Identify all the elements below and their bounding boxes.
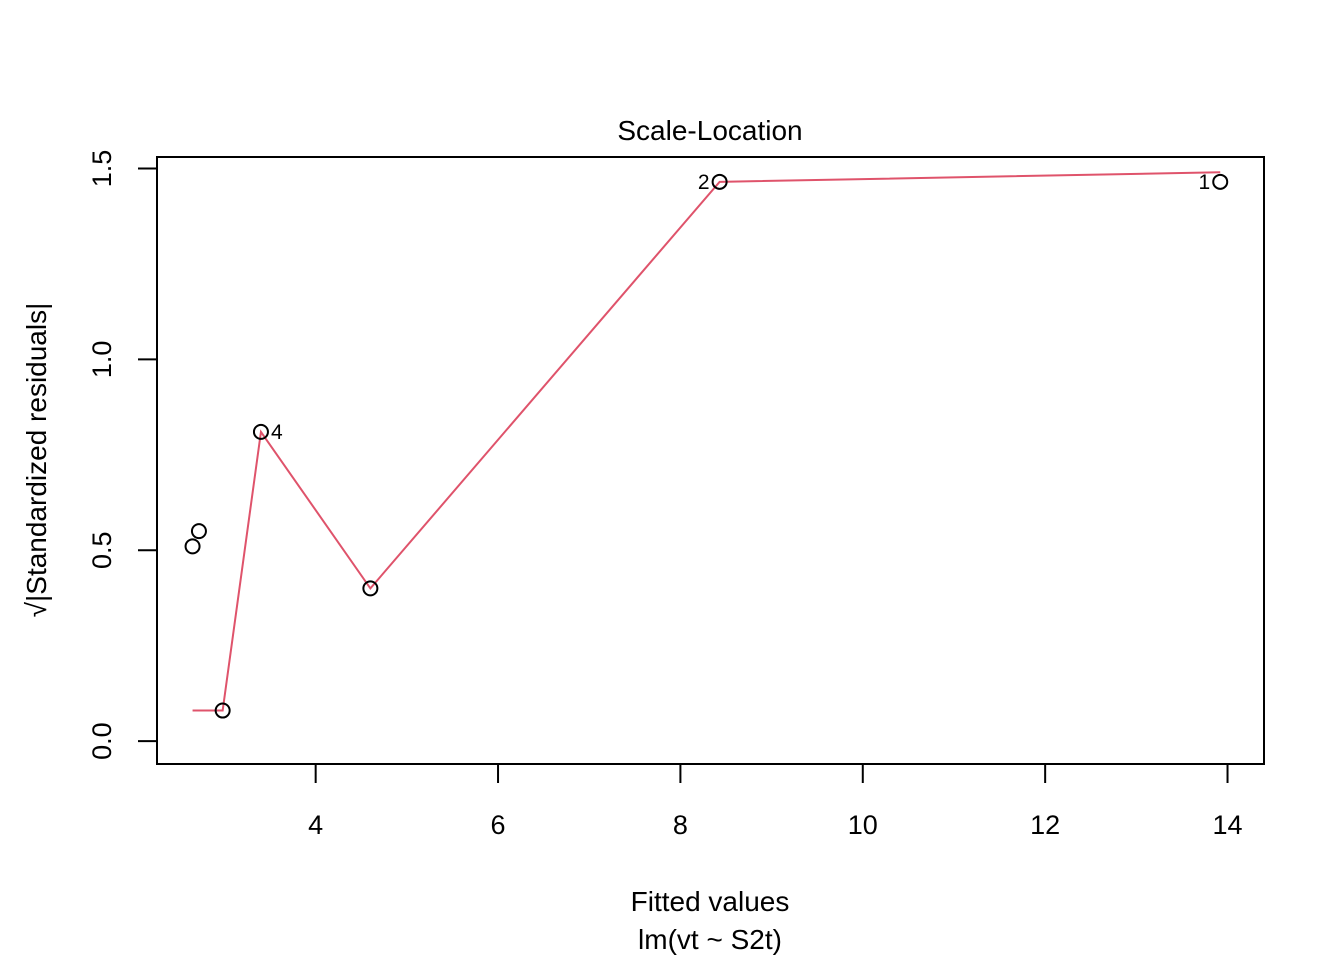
y-tick-label: 1.5 xyxy=(87,150,117,188)
chart-title: Scale-Location xyxy=(617,115,802,146)
data-point xyxy=(711,173,728,190)
data-point xyxy=(214,702,231,719)
x-tick-label: 12 xyxy=(1030,810,1060,840)
data-point xyxy=(190,523,207,540)
y-tick-label: 1.0 xyxy=(87,341,117,379)
x-tick-label: 10 xyxy=(848,810,878,840)
plot-frame xyxy=(156,156,1265,765)
y-tick-label: 0.0 xyxy=(87,722,117,760)
x-tick-label: 14 xyxy=(1213,810,1243,840)
y-axis-title: √|Standardized residuals| xyxy=(21,303,52,618)
point-label: 2 xyxy=(698,171,710,194)
data-point xyxy=(362,580,379,597)
x-axis-title: Fitted values xyxy=(631,886,790,917)
y-tick-label: 0.5 xyxy=(87,531,117,569)
data-point xyxy=(1212,173,1229,190)
x-axis: 4 6 8 10 12 14 xyxy=(308,763,1243,840)
point-label: 4 xyxy=(271,421,283,444)
x-tick-label: 8 xyxy=(673,810,688,840)
x-tick-label: 4 xyxy=(308,810,323,840)
data-point xyxy=(252,423,269,440)
data-point xyxy=(184,538,201,555)
x-tick-label: 6 xyxy=(491,810,506,840)
point-label: 1 xyxy=(1199,171,1211,194)
x-axis-subtitle: lm(vt ~ S2t) xyxy=(638,924,782,955)
smoother-line xyxy=(192,171,1221,712)
y-axis: 0.0 0.5 1.0 1.5 xyxy=(87,150,158,760)
plot-series: 4 2 1 xyxy=(184,171,1229,719)
